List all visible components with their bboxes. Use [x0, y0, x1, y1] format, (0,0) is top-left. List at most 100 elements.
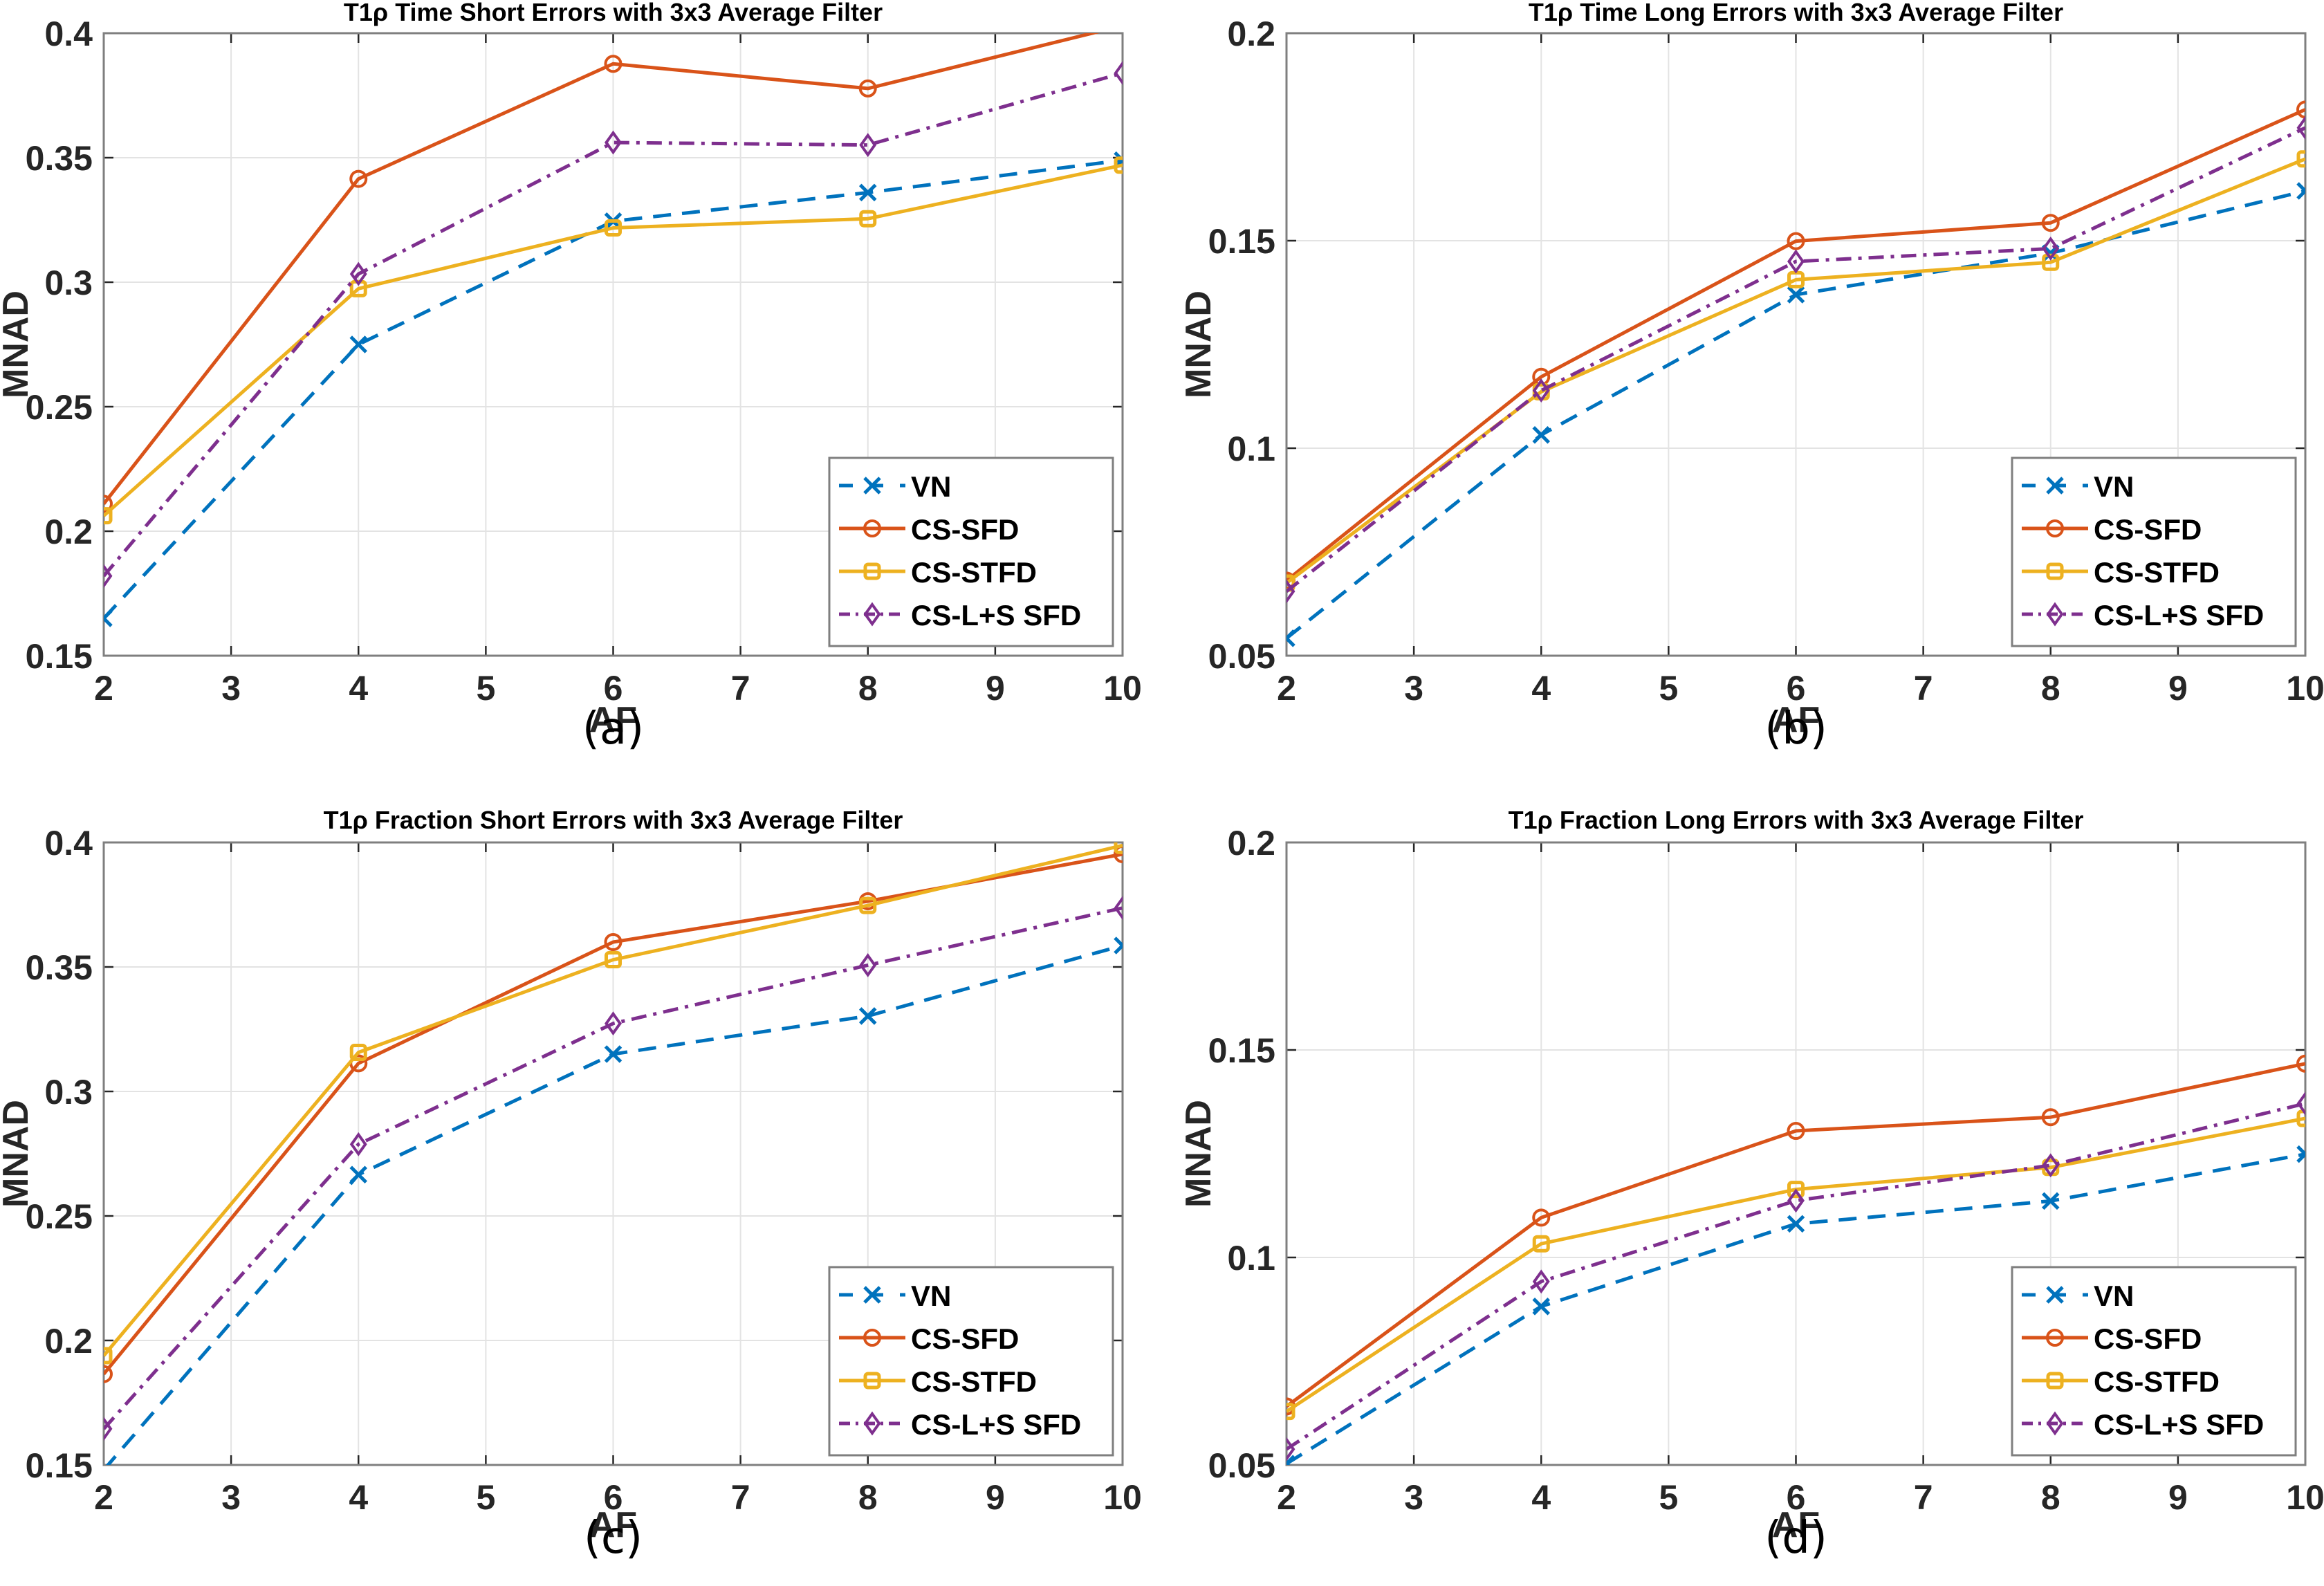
- marker-stroke: [104, 609, 113, 621]
- y-tick-label: 0.15: [1208, 222, 1275, 261]
- legend: VN CS-SFD CS-STFD CS-L+S SFD: [828, 1266, 1114, 1457]
- x-tick-label: 4: [1531, 1478, 1551, 1517]
- x-tick-label: 2: [1277, 1478, 1296, 1517]
- marker-stroke: [1787, 286, 1805, 304]
- data-point: [1286, 574, 1295, 592]
- marker-stroke: [2296, 1152, 2305, 1163]
- marker-stroke: [1286, 636, 1295, 647]
- data-point: [605, 1011, 622, 1036]
- legend-label: CS-STFD: [911, 556, 1037, 589]
- legend-label: VN: [2094, 470, 2134, 503]
- x-tick-label: 2: [94, 669, 113, 708]
- marker-stroke: [858, 1007, 877, 1025]
- data-point: [2042, 1153, 2060, 1178]
- data-point: [1286, 629, 1295, 647]
- legend-label: VN: [2094, 1280, 2134, 1312]
- legend-label: CS-SFD: [2094, 1322, 2202, 1355]
- series-line: [1286, 1062, 2305, 1408]
- x-tick-label: 9: [2168, 669, 2188, 708]
- data-point: [1114, 61, 1123, 86]
- series-line: [1286, 126, 2305, 593]
- legend-marker: [863, 477, 881, 495]
- data-point: [1787, 1181, 1805, 1199]
- data-point: [605, 219, 622, 237]
- x-tick-label: 3: [1404, 669, 1423, 708]
- legend-label: VN: [911, 1280, 951, 1312]
- series-cs-sfd: [104, 33, 1100, 513]
- legend-marker: [863, 1329, 881, 1347]
- marker-stroke: [858, 183, 877, 202]
- data-point: [1114, 156, 1123, 174]
- data-point: [1532, 1298, 1551, 1316]
- data-point: [859, 953, 877, 977]
- marker-stroke: [2296, 1145, 2305, 1157]
- legend-marker: [2046, 1286, 2064, 1304]
- marker-stroke: [604, 1045, 622, 1063]
- y-tick-label: 0.05: [1208, 1446, 1275, 1485]
- x-tick-label: 5: [476, 669, 495, 708]
- marker-stroke: [1114, 151, 1123, 163]
- marker-stroke: [1286, 1455, 1295, 1465]
- marker-stroke: [349, 335, 368, 353]
- series-cs-stfd: [104, 156, 1123, 525]
- series-line: [104, 163, 1123, 517]
- legend-box: [2011, 1266, 2297, 1457]
- legend-item: CS-STFD: [2022, 1365, 2220, 1398]
- data-point: [2296, 150, 2305, 168]
- legend-label: CS-L+S SFD: [2094, 599, 2264, 631]
- y-tick-label: 0.4: [44, 824, 93, 863]
- data-point: [2041, 1108, 2060, 1127]
- legend-item: CS-L+S SFD: [2022, 599, 2264, 631]
- data-point: [104, 1417, 113, 1441]
- x-tick-label: 7: [1914, 1478, 1933, 1517]
- y-tick-label: 0.25: [26, 1197, 93, 1236]
- marker-stroke: [1286, 629, 1295, 641]
- y-tick-label: 0.25: [26, 388, 93, 427]
- data-point: [1114, 937, 1123, 955]
- legend-label: CS-SFD: [911, 1322, 1019, 1355]
- data-point: [349, 1165, 368, 1184]
- legend-label: CS-STFD: [911, 1365, 1037, 1398]
- data-point: [1286, 1455, 1295, 1465]
- series-line: [104, 843, 1123, 1357]
- data-point: [859, 896, 877, 914]
- series-line: [104, 33, 1100, 505]
- axes-box: [102, 841, 1124, 1466]
- legend-item: CS-SFD: [839, 513, 1019, 546]
- data-point: [104, 1347, 113, 1365]
- plot-area: [1286, 1054, 2305, 1465]
- data-point: [2042, 236, 2060, 261]
- legend-marker: [2046, 1411, 2064, 1436]
- marker-stroke: [2296, 188, 2305, 200]
- legend-item: VN: [839, 1280, 951, 1312]
- legend-item: CS-SFD: [2022, 1322, 2202, 1355]
- data-point: [1114, 845, 1123, 863]
- legend-item: VN: [2022, 470, 2134, 503]
- legend-label: CS-STFD: [2094, 1365, 2220, 1398]
- x-tick-label: 6: [1787, 669, 1806, 708]
- x-tick-label: 8: [2041, 1478, 2060, 1517]
- data-point: [1787, 1188, 1805, 1213]
- data-point: [604, 1045, 622, 1063]
- x-tick-label: 4: [349, 1478, 368, 1517]
- y-tick-label: 0.35: [26, 948, 93, 987]
- data-point: [1532, 1269, 1550, 1294]
- series-line: [104, 71, 1123, 578]
- data-point: [605, 130, 622, 155]
- series-vn: [105, 937, 1123, 1465]
- data-point: [349, 1043, 367, 1061]
- y-tick-label: 0.15: [1208, 1031, 1275, 1070]
- x-tick-label: 4: [349, 669, 368, 708]
- y-tick-label: 0.3: [44, 264, 93, 302]
- y-tick-label: 0.15: [26, 1446, 93, 1485]
- marker-stroke: [863, 477, 881, 495]
- data-point: [604, 933, 622, 951]
- legend-marker: [2046, 562, 2064, 580]
- data-point: [349, 335, 368, 353]
- x-tick-label: 5: [1659, 1478, 1678, 1517]
- data-point: [858, 183, 877, 202]
- y-tick-label: 0.05: [1208, 637, 1275, 676]
- axes-box: [102, 32, 1124, 657]
- marker-stroke: [1532, 1298, 1551, 1316]
